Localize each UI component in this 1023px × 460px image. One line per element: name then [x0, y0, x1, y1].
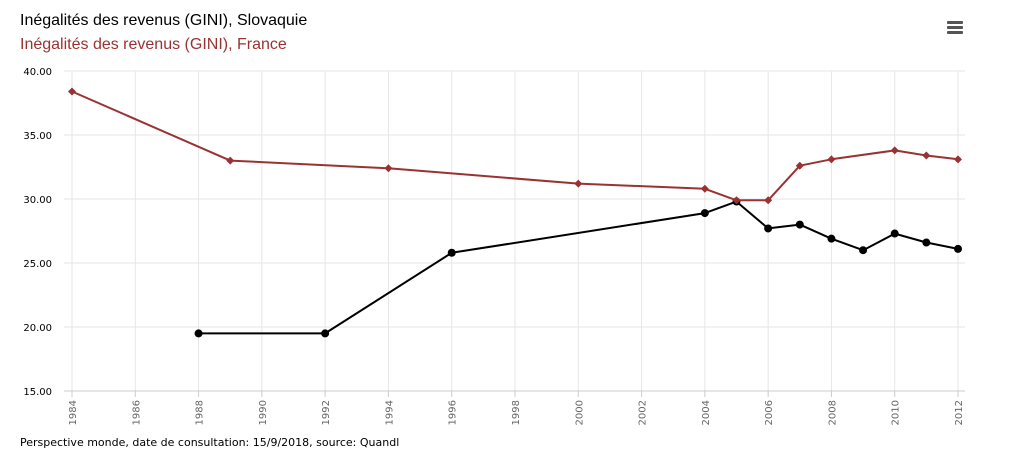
y-tick-label: 40.00 — [23, 67, 52, 78]
data-point[interactable] — [954, 155, 962, 164]
data-point[interactable] — [922, 238, 931, 247]
x-tick-label: 1986 — [131, 400, 142, 425]
x-tick-label: 2006 — [764, 400, 775, 425]
series-group — [68, 87, 962, 338]
data-point[interactable] — [827, 155, 836, 164]
data-point[interactable] — [194, 329, 203, 338]
data-point[interactable] — [384, 164, 393, 173]
data-point[interactable] — [321, 329, 330, 338]
y-tick-label: 30.00 — [23, 195, 52, 206]
data-point[interactable] — [732, 196, 741, 205]
x-tick-label: 1990 — [258, 400, 269, 425]
y-tick-label: 20.00 — [23, 323, 52, 334]
x-tick-label: 1994 — [384, 400, 395, 425]
x-tick-label: 2012 — [954, 400, 965, 425]
data-point[interactable] — [922, 151, 931, 160]
data-point[interactable] — [795, 220, 804, 229]
x-tick-label: 1992 — [321, 400, 332, 425]
hamburger-menu-icon-bar — [947, 26, 963, 29]
data-point[interactable] — [827, 234, 836, 243]
x-tick-label: 2010 — [891, 400, 902, 425]
data-point[interactable] — [859, 246, 868, 255]
chart-credits: Perspective monde, date de consultation:… — [20, 436, 400, 449]
data-point[interactable] — [700, 184, 709, 193]
x-tick-label: 2008 — [827, 400, 838, 425]
hamburger-menu-button[interactable] — [940, 16, 970, 40]
series-line-1 — [71, 90, 959, 202]
grid-lines — [64, 70, 965, 392]
y-tick-label: 35.00 — [23, 131, 52, 142]
y-axis: 15.00 20.00 25.00 30.00 35.00 40.00 — [23, 67, 52, 398]
series-line-0 — [198, 200, 959, 335]
x-axis: 1984 1986 1988 1990 1992 1994 1996 1998 2000 2002… — [64, 390, 965, 425]
data-point[interactable] — [764, 196, 773, 205]
x-tick-label: 2004 — [701, 400, 712, 425]
data-point[interactable] — [890, 146, 899, 155]
hamburger-menu-icon-bar — [947, 31, 963, 34]
data-point[interactable] — [954, 244, 962, 253]
x-tick-label: 1988 — [195, 400, 206, 425]
x-tick-label: 2002 — [638, 400, 649, 425]
x-tick-label: 2000 — [574, 400, 585, 425]
data-point[interactable] — [447, 248, 456, 257]
data-point[interactable] — [700, 209, 709, 218]
data-point[interactable] — [226, 156, 235, 165]
data-point[interactable] — [890, 229, 899, 238]
data-point[interactable] — [574, 179, 583, 188]
x-tick-label: 1996 — [448, 400, 459, 425]
y-tick-label: 15.00 — [23, 387, 52, 398]
y-tick-label: 25.00 — [23, 259, 52, 270]
x-tick-label: 1998 — [511, 400, 522, 425]
legend-title-slovaquie: Inégalités des revenus (GINI), Slovaquie — [20, 12, 308, 29]
legend-title-france: Inégalités des revenus (GINI), France — [20, 36, 287, 53]
hamburger-menu-icon — [947, 21, 963, 24]
data-point[interactable] — [795, 161, 804, 170]
data-point[interactable] — [764, 224, 773, 233]
data-point[interactable] — [68, 87, 76, 96]
x-tick-label: 1984 — [68, 400, 79, 425]
